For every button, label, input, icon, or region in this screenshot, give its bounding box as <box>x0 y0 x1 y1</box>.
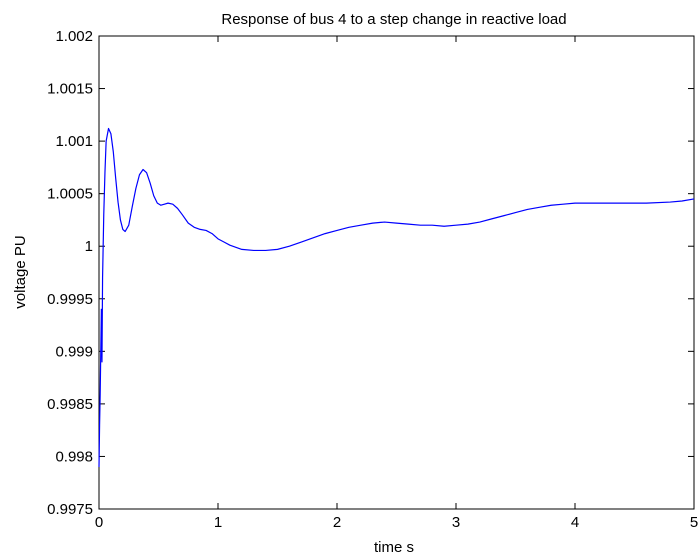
chart-title: Response of bus 4 to a step change in re… <box>221 11 566 28</box>
y-tick-label: 0.998 <box>55 448 93 465</box>
plot-area <box>98 35 695 510</box>
x-tick-label: 1 <box>214 514 222 531</box>
tick-labels: 0 1 2 3 4 5 0.9975 0.998 0.9985 0.999 0.9995 1 1.000… <box>47 28 698 531</box>
x-tick-label: 5 <box>690 514 698 531</box>
x-tick-label: 4 <box>571 514 579 531</box>
x-tick-label: 2 <box>333 514 341 531</box>
axis-ticks <box>98 35 695 510</box>
y-tick-label: 1.0015 <box>47 81 93 98</box>
y-axis-label: voltage PU <box>12 235 29 308</box>
y-tick-label: 0.9985 <box>47 396 93 413</box>
y-tick-label: 0.9995 <box>47 291 93 308</box>
x-tick-label: 3 <box>452 514 460 531</box>
y-tick-label: 1.002 <box>55 28 93 45</box>
voltage-series-line <box>98 127 695 467</box>
x-axis-label: time s <box>374 539 414 556</box>
y-tick-label: 1.001 <box>55 133 93 150</box>
y-tick-label: 0.9975 <box>47 501 93 518</box>
y-tick-label: 1.0005 <box>47 186 93 203</box>
x-tick-label: 0 <box>95 514 103 531</box>
y-tick-label: 1 <box>85 238 93 255</box>
y-tick-label: 0.999 <box>55 343 93 360</box>
